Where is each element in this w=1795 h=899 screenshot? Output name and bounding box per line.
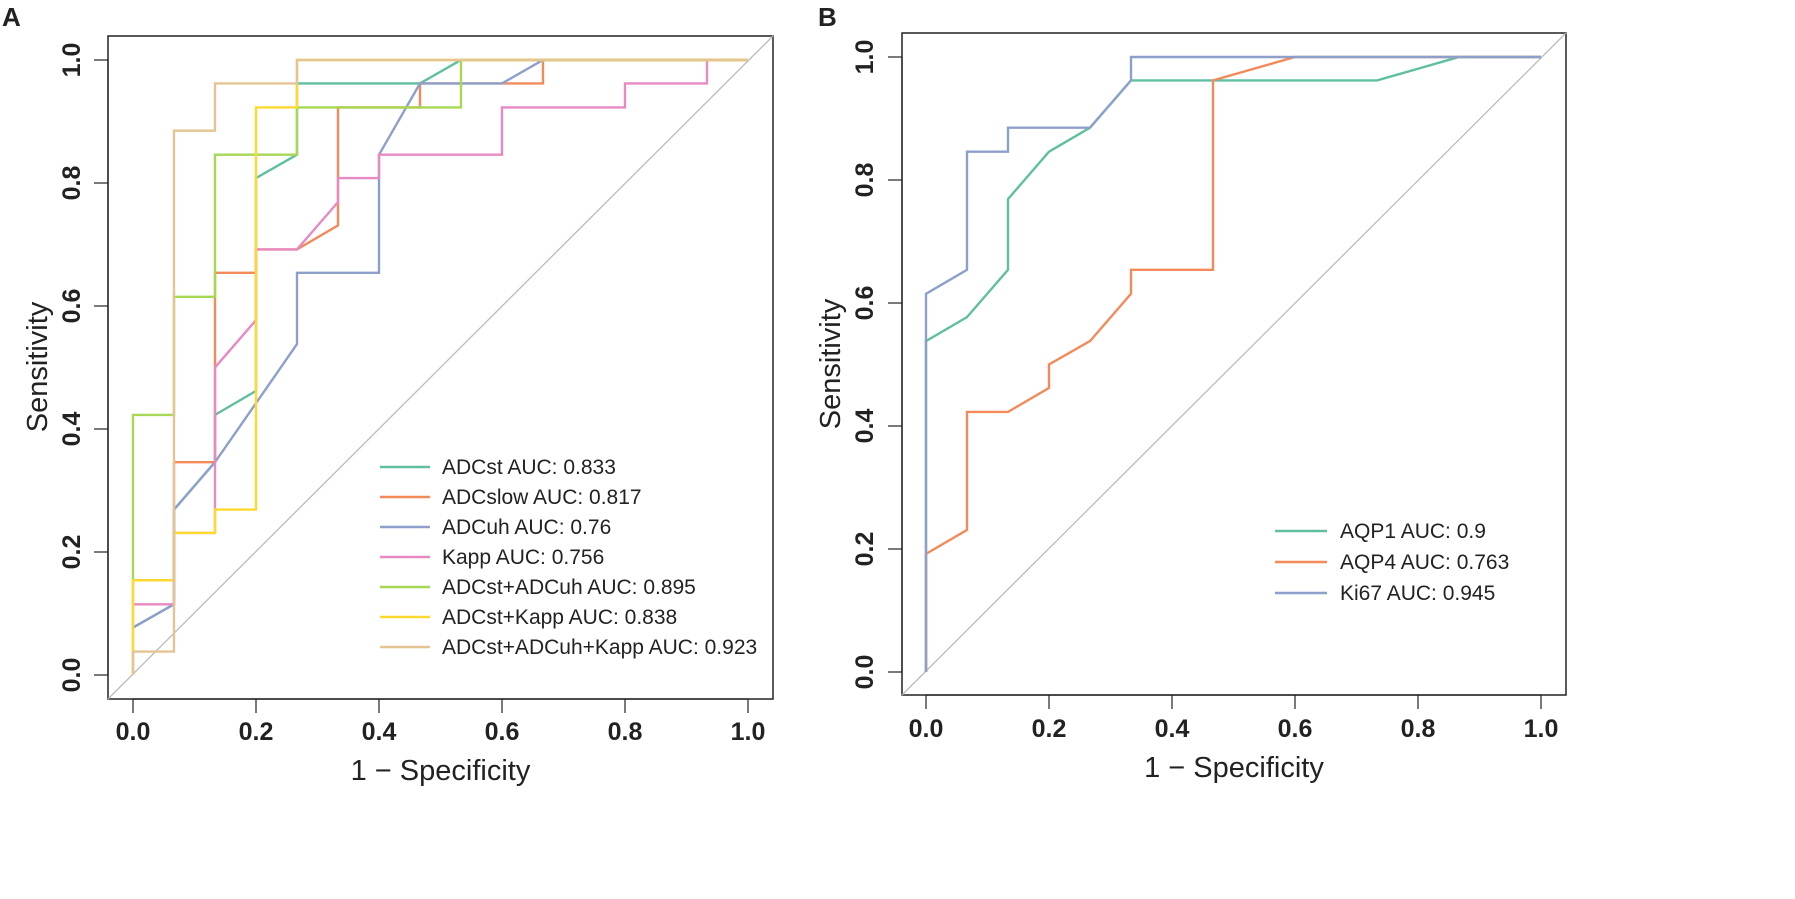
legend-label: ADCst+ADCuh AUC: 0.895 — [442, 576, 696, 599]
panel-b-y-axis-title: Sensitivity — [815, 298, 847, 429]
legend-label: AQP4 AUC: 0.763 — [1340, 551, 1509, 574]
panel-a-x-axis: 0.0 0.2 0.4 0.6 0.8 1.0 1 − Specificity — [116, 698, 766, 787]
panel-b-y-tick-label: 0.0 — [851, 655, 879, 690]
panel-a-curves — [131, 58, 748, 675]
roc-curve-adcuh — [132, 58, 748, 629]
roc-curve-kapp — [133, 58, 748, 606]
legend-label: AQP1 AUC: 0.9 — [1340, 520, 1486, 543]
panel-a-y-tick-label: 0.0 — [58, 658, 86, 693]
panel-a-x-tick-label: 0.4 — [362, 718, 397, 746]
panel-b-x-tick-label: 0.6 — [1278, 715, 1313, 743]
panel-a-y-tick-label: 0.6 — [58, 289, 86, 324]
panel-b-x-tick-label: 0.8 — [1401, 715, 1436, 743]
panel-b-legend: AQP1 AUC: 0.9 AQP4 AUC: 0.763 Ki67 AUC: … — [1275, 520, 1509, 605]
panel-a-x-tick-label: 0.8 — [608, 718, 643, 746]
roc-curve-adcslow — [133, 58, 748, 582]
panel-b-x-tick-label: 0.2 — [1032, 715, 1067, 743]
panel-a-label: A — [2, 2, 21, 32]
panel-a-x-tick-label: 0.2 — [239, 718, 274, 746]
panel-b-y-tick-label: 0.2 — [851, 532, 879, 567]
panel-b-reference-line — [901, 32, 1567, 696]
panel-a-y-tick-label: 0.2 — [58, 535, 86, 570]
panel-b-y-tick-label: 0.6 — [851, 286, 879, 321]
panel-b: B 0.0 0.2 0.4 0.6 0.8 1.0 1 − Specificit… — [815, 2, 1567, 784]
panel-b-y-tick-label: 0.8 — [851, 163, 879, 198]
panel-a-y-axis: 0.0 0.2 0.4 0.6 0.8 1.0 Sensitivity — [22, 43, 109, 693]
roc-curve-adcst-kapp — [131, 58, 748, 675]
panel-a-y-tick-label: 1.0 — [58, 43, 86, 78]
roc-curve-aqp1 — [924, 55, 1541, 672]
panel-b-x-tick-label: 0.0 — [909, 715, 944, 743]
panel-b-y-tick-label: 0.4 — [851, 409, 879, 444]
panel-b-label: B — [818, 2, 837, 32]
roc-curve-aqp4 — [924, 55, 1541, 672]
panel-a-x-tick-label: 1.0 — [731, 718, 766, 746]
panel-b-x-tick-label: 0.4 — [1155, 715, 1190, 743]
panel-a-x-tick-label: 0.6 — [485, 718, 520, 746]
panel-b-curves — [924, 55, 1541, 672]
panel-a-x-axis-title: 1 − Specificity — [351, 755, 531, 787]
panel-b-y-tick-label: 1.0 — [851, 40, 879, 75]
panel-b-x-axis: 0.0 0.2 0.4 0.6 0.8 1.0 1 − Specificity — [909, 694, 1559, 784]
legend-label: ADCuh AUC: 0.76 — [442, 516, 611, 539]
panel-b-x-axis-title: 1 − Specificity — [1144, 752, 1324, 784]
panel-a-y-tick-label: 0.8 — [58, 166, 86, 201]
panel-a: A 0.0 0.2 0.4 0.6 0.8 1.0 1 − Specificit… — [2, 2, 774, 787]
roc-curve-ki67 — [924, 55, 1541, 672]
roc-curve-adcst-adcuh-kapp — [131, 58, 748, 675]
legend-label: ADCst+ADCuh+Kapp AUC: 0.923 — [442, 636, 757, 659]
roc-curve-adcst-adcuh — [131, 58, 748, 675]
panel-a-legend: ADCst AUC: 0.833 ADCslow AUC: 0.817 ADCu… — [380, 456, 757, 659]
panel-a-x-tick-label: 0.0 — [116, 718, 151, 746]
legend-label: ADCst+Kapp AUC: 0.838 — [442, 606, 677, 629]
roc-curve-adcst — [132, 58, 748, 629]
legend-label: ADCst AUC: 0.833 — [442, 456, 616, 479]
legend-label: ADCslow AUC: 0.817 — [442, 486, 642, 509]
legend-label: Kapp AUC: 0.756 — [442, 546, 604, 569]
legend-label: Ki67 AUC: 0.945 — [1340, 582, 1495, 605]
panel-a-reference-line — [107, 35, 774, 700]
panel-a-y-tick-label: 0.4 — [58, 412, 86, 447]
panel-b-y-axis: 0.0 0.2 0.4 0.6 0.8 1.0 Sensitivity — [815, 40, 903, 690]
panel-a-y-axis-title: Sensitivity — [22, 301, 54, 432]
panel-b-x-tick-label: 1.0 — [1524, 715, 1559, 743]
